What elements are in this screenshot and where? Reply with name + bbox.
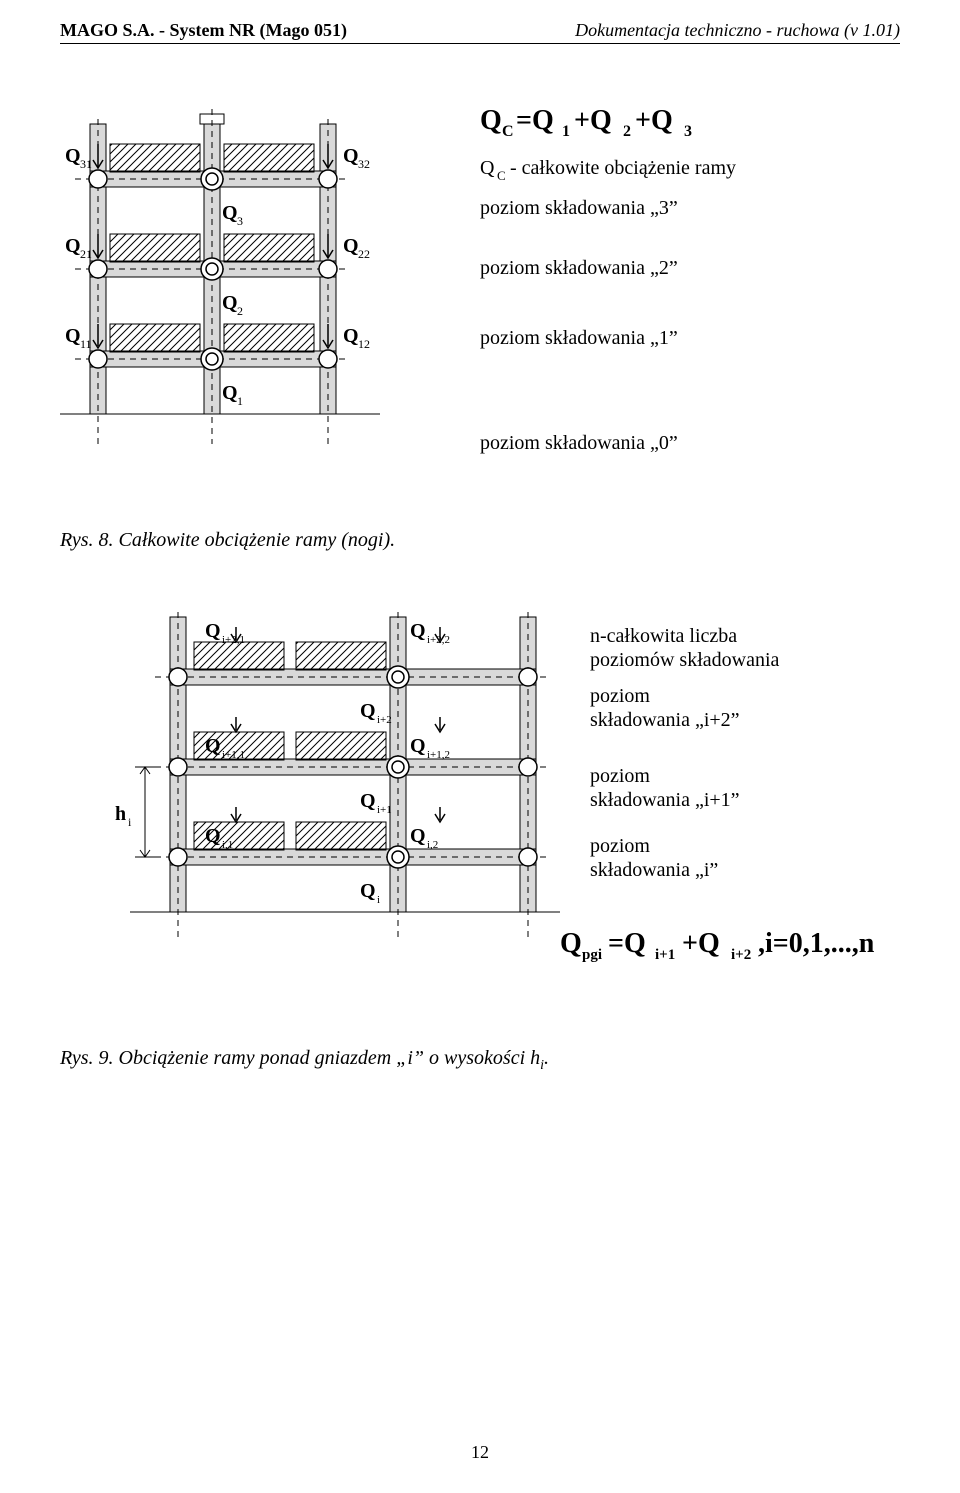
svg-text:h: h xyxy=(115,803,126,825)
caption-fig-1: Rys. 8. Całkowite obciążenie ramy (nogi)… xyxy=(60,529,900,552)
svg-text:=Q: =Q xyxy=(608,928,646,959)
svg-text:Q: Q xyxy=(222,382,238,404)
svg-text:Q: Q xyxy=(360,880,376,902)
svg-text:- całkowite obciążenie ramy: - całkowite obciążenie ramy xyxy=(510,157,736,179)
svg-text:Q: Q xyxy=(65,325,81,347)
header-right: Dokumentacja techniczno - ruchowa (v 1.0… xyxy=(575,20,900,41)
svg-text:2: 2 xyxy=(623,123,631,140)
svg-text:C: C xyxy=(502,123,514,140)
svg-text:12: 12 xyxy=(358,337,370,351)
svg-text:Q: Q xyxy=(222,292,238,314)
svg-text:=Q: =Q xyxy=(516,105,554,136)
svg-text:poziom składowania „0”: poziom składowania „0” xyxy=(480,432,678,454)
svg-text:poziom: poziom xyxy=(590,685,650,707)
svg-text:Q: Q xyxy=(222,202,238,224)
svg-text:Q: Q xyxy=(205,735,221,757)
svg-text:C: C xyxy=(497,168,506,183)
svg-text:i+2: i+2 xyxy=(377,714,392,726)
svg-text:i: i xyxy=(128,815,132,829)
svg-text:poziom składowania „3”: poziom składowania „3” xyxy=(480,197,678,219)
svg-text:Q: Q xyxy=(65,235,81,257)
svg-text:i,2: i,2 xyxy=(427,839,438,851)
svg-text:Q: Q xyxy=(480,157,495,179)
svg-text:i+1: i+1 xyxy=(655,947,675,963)
page-number: 12 xyxy=(0,1442,960,1463)
svg-text:Q: Q xyxy=(205,825,221,847)
svg-text:22: 22 xyxy=(358,247,370,261)
svg-text:1: 1 xyxy=(237,394,243,408)
figure-1: Q31 Q32 Q3 Q21 Q22 Q2 Q11 Q12 Q1 Q C =Q … xyxy=(60,84,900,509)
svg-text:poziom: poziom xyxy=(590,835,650,857)
svg-text:2: 2 xyxy=(237,304,243,318)
svg-text:+Q: +Q xyxy=(682,928,720,959)
svg-text:i+2,2: i+2,2 xyxy=(427,634,450,646)
caption-fig-2-end: . xyxy=(544,1047,549,1069)
svg-text:Q: Q xyxy=(65,145,81,167)
page-header: MAGO S.A. - System NR (Mago 051) Dokumen… xyxy=(60,20,900,44)
svg-text:Q: Q xyxy=(480,105,502,136)
svg-text:i,1: i,1 xyxy=(222,839,233,851)
svg-text:pgi: pgi xyxy=(582,947,602,963)
svg-text:Q: Q xyxy=(410,735,426,757)
svg-text:i+2: i+2 xyxy=(731,947,751,963)
svg-text:21: 21 xyxy=(80,247,92,261)
svg-text:n-całkowita liczba: n-całkowita liczba xyxy=(590,625,737,647)
svg-text:i+1,2: i+1,2 xyxy=(427,749,450,761)
svg-text:poziom składowania „2”: poziom składowania „2” xyxy=(480,257,678,279)
svg-text:i+2,1: i+2,1 xyxy=(222,634,245,646)
svg-text:+Q: +Q xyxy=(635,105,673,136)
svg-text:Q: Q xyxy=(410,620,426,642)
svg-text:31: 31 xyxy=(80,157,92,171)
svg-text:składowania „i+2”: składowania „i+2” xyxy=(590,709,740,731)
svg-text:3: 3 xyxy=(684,123,692,140)
svg-text:składowania „i+1”: składowania „i+1” xyxy=(590,789,740,811)
svg-text:Q: Q xyxy=(343,145,359,167)
svg-text:poziom: poziom xyxy=(590,765,650,787)
figure-2: Qi+2,1 Qi+2,2 Qi+2 Qi+1,1 Qi+1,2 Qi+1 Qi… xyxy=(60,592,900,1027)
svg-text:składowania „i”: składowania „i” xyxy=(590,859,718,881)
svg-text:Q: Q xyxy=(360,700,376,722)
svg-text:1: 1 xyxy=(562,123,570,140)
caption-fig-2: Rys. 9. Obciążenie ramy ponad gniazdem „… xyxy=(60,1047,900,1074)
svg-text:i+1,1: i+1,1 xyxy=(222,749,245,761)
svg-text:Q: Q xyxy=(205,620,221,642)
svg-text:32: 32 xyxy=(358,157,370,171)
svg-text:,i=0,1,...,n: ,i=0,1,...,n xyxy=(758,928,875,959)
svg-text:Q: Q xyxy=(410,825,426,847)
header-left: MAGO S.A. - System NR (Mago 051) xyxy=(60,20,347,41)
svg-text:poziomów składowania: poziomów składowania xyxy=(590,649,780,671)
svg-text:Q: Q xyxy=(560,928,582,959)
svg-text:3: 3 xyxy=(237,214,243,228)
svg-text:Q: Q xyxy=(360,790,376,812)
svg-text:i: i xyxy=(377,894,380,906)
svg-text:Q: Q xyxy=(343,235,359,257)
svg-text:Q: Q xyxy=(343,325,359,347)
svg-text:11: 11 xyxy=(80,337,92,351)
svg-text:poziom składowania „1”: poziom składowania „1” xyxy=(480,327,678,349)
svg-text:i+1: i+1 xyxy=(377,804,392,816)
caption-fig-2-text: Rys. 9. Obciążenie ramy ponad gniazdem „… xyxy=(60,1047,540,1069)
svg-text:+Q: +Q xyxy=(574,105,612,136)
